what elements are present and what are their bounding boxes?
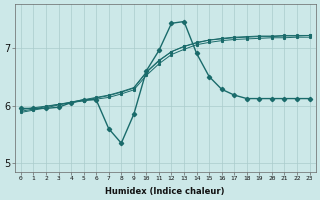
X-axis label: Humidex (Indice chaleur): Humidex (Indice chaleur) xyxy=(106,187,225,196)
